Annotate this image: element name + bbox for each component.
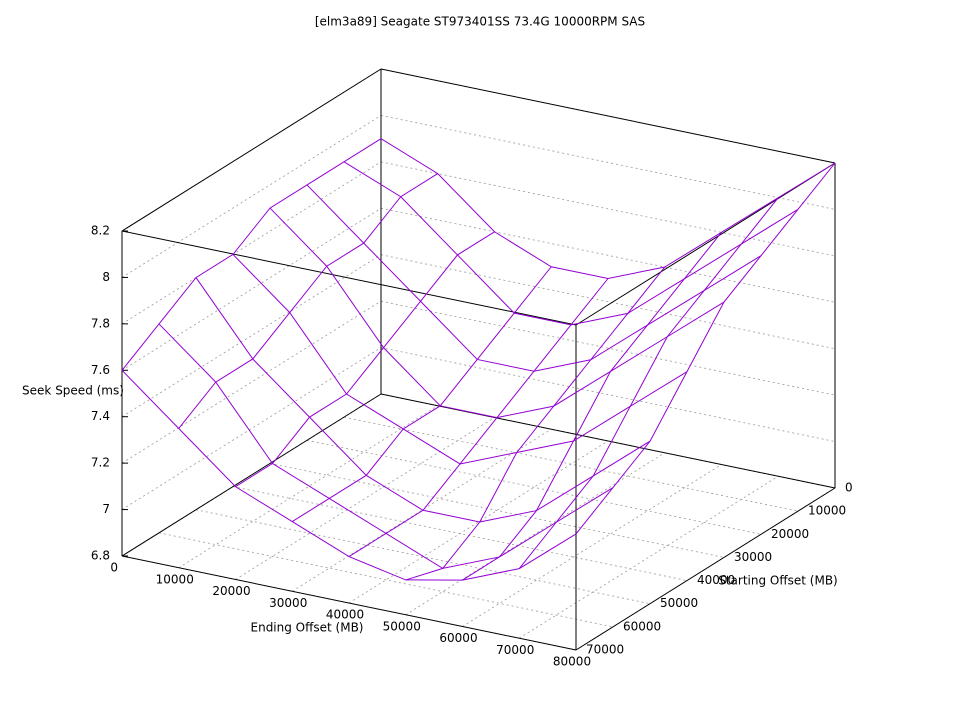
- z-tick-label: 8.2: [91, 224, 110, 238]
- x-tick-label: 40000: [326, 608, 364, 622]
- y-tick-label: 50000: [660, 596, 698, 610]
- y-tick-label: 60000: [623, 619, 661, 633]
- axis-box: [121, 230, 577, 326]
- grid-line: [121, 347, 382, 510]
- z-axis-label: Seek Speed (ms): [22, 384, 124, 398]
- x-tick-label: 70000: [496, 643, 534, 657]
- grid-line: [292, 428, 552, 592]
- mesh-line: [348, 278, 609, 557]
- grid-line: [178, 405, 438, 569]
- y-tick-label: 0: [845, 481, 853, 495]
- grid-line: [121, 207, 382, 371]
- z-tick-label: 7: [102, 502, 110, 516]
- x-tick-label: 30000: [269, 596, 307, 610]
- x-tick-label: 10000: [156, 572, 194, 586]
- grid-line: [380, 207, 836, 303]
- mesh-line: [575, 162, 836, 535]
- grid-line: [343, 416, 799, 512]
- grid-line: [232, 486, 688, 581]
- y-tick-label: 70000: [586, 643, 624, 657]
- mesh-line: [291, 266, 552, 523]
- grid-line: [519, 475, 779, 639]
- x-tick-label: 50000: [383, 619, 421, 633]
- y-tick-label: 30000: [734, 550, 772, 564]
- mesh-line: [269, 207, 725, 419]
- mesh-line: [178, 173, 439, 429]
- x-tick-label: 20000: [212, 584, 250, 598]
- mesh-line: [462, 232, 722, 581]
- mesh-line: [518, 197, 779, 569]
- grid-line: [380, 115, 836, 210]
- z-tick-label: 6.8: [91, 549, 110, 563]
- z-tick-label: 7.6: [91, 363, 110, 377]
- grid-line: [380, 161, 836, 257]
- axis-box: [575, 487, 836, 651]
- x-axis-label: Ending Offset (MB): [251, 621, 364, 635]
- axis-box: [121, 68, 382, 232]
- axis-box: [575, 162, 836, 326]
- axis-box: [380, 68, 836, 164]
- z-tick-label: 7.8: [91, 316, 110, 330]
- grid-line: [462, 464, 722, 627]
- mesh-line: [232, 254, 688, 465]
- grid-line: [121, 161, 382, 325]
- mesh-line: [306, 184, 762, 372]
- grid-line: [235, 417, 495, 580]
- grid-line: [306, 439, 762, 535]
- axis-box: [121, 555, 577, 651]
- x-tick-label: 0: [110, 561, 118, 575]
- x-tick-label: 80000: [553, 655, 591, 669]
- mesh-line: [158, 323, 614, 569]
- mesh-line: [235, 231, 495, 488]
- grid-line: [121, 254, 382, 418]
- mesh-line: [343, 161, 799, 326]
- mesh-line: [121, 369, 577, 581]
- z-tick-label: 7.2: [91, 456, 110, 470]
- y-axis-label: Starting Offset (MB): [718, 574, 838, 588]
- y-tick-label: 20000: [771, 527, 809, 541]
- mesh-line: [405, 266, 666, 581]
- grid-line: [380, 254, 836, 350]
- y-tick-label: 10000: [808, 504, 846, 518]
- grid-line: [158, 532, 614, 628]
- grid-line: [380, 347, 836, 442]
- mesh-line: [121, 138, 382, 371]
- grid-line: [380, 300, 836, 396]
- mesh-line: [195, 277, 651, 523]
- z-tick-label: 8: [102, 270, 110, 284]
- axis-box: [121, 393, 382, 557]
- chart-title: [elm3a89] Seagate ST973401SS 73.4G 10000…: [315, 15, 645, 29]
- grid-line: [269, 463, 725, 558]
- grid-line: [121, 300, 382, 464]
- x-tick-label: 60000: [439, 631, 477, 645]
- grid-line: [348, 440, 609, 604]
- z-tick-label: 7.4: [91, 409, 110, 423]
- grid-line: [121, 115, 382, 278]
- y-tick-label: 40000: [697, 573, 735, 587]
- grid-line: [405, 452, 665, 616]
